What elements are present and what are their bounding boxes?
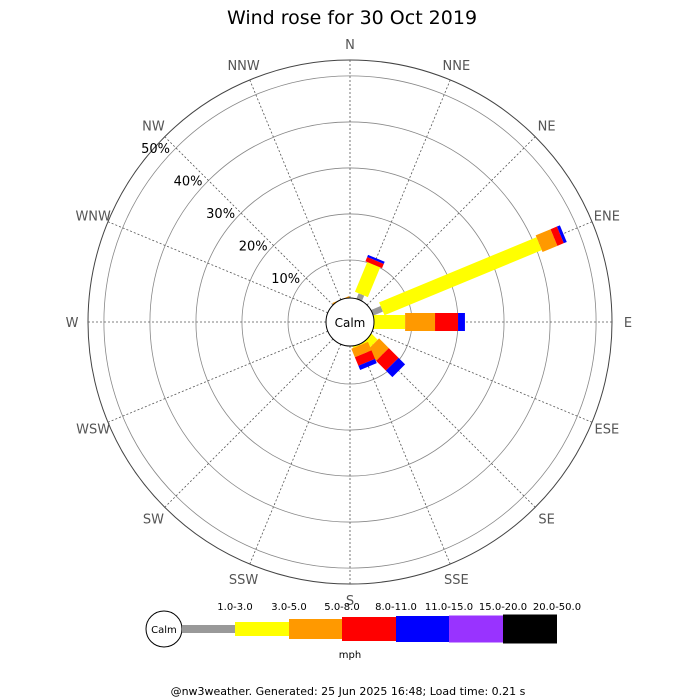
spoke-ne [349,136,536,323]
direction-label-nne: NNE [443,59,471,74]
direction-label-wnw: WNW [75,210,111,225]
bar-sse-bin-3 [354,350,376,366]
wind-bars [332,225,567,378]
ring-label-3: 30% [206,207,235,222]
legend-swatch-2 [289,619,342,639]
direction-label-s: S [346,594,354,609]
bar-sse-bin-4 [358,358,377,370]
direction-label-w: W [66,316,79,331]
legend-label-5: 15.0-20.0 [479,602,527,613]
ring-3 [195,167,505,477]
legend-label-6: 20.0-50.0 [533,602,581,613]
direction-label-se: SE [538,513,554,528]
chart-title: Wind rose for 30 Oct 2019 [227,7,477,29]
legend-label-0: 1.0-3.0 [217,602,252,613]
spoke-sw [164,321,351,508]
direction-label-sse: SSE [444,573,469,588]
direction-label-n: N [345,38,355,53]
bar-se-bin-4 [385,357,406,378]
legend-swatch-1 [235,622,289,636]
legend-swatch-6 [503,614,557,644]
legend-label-3: 8.0-11.0 [375,602,417,613]
direction-label-ssw: SSW [229,573,259,588]
direction-label-nw: NW [142,119,165,134]
bar-nne-bin-3 [365,257,384,269]
bar-se-bin-3 [376,348,399,371]
legend-calm-label: Calm [151,625,177,636]
legend-swatch-4 [396,616,449,642]
legend-label-1: 3.0-5.0 [271,602,306,613]
speed-legend: Calm 1.0-3.0 3.0-5.0 5.0-8.0 8.0-11.0 11.0-1… [145,602,581,661]
bar-nne-bin-1 [354,262,381,298]
direction-label-ne: NE [538,119,556,134]
bar-nne-bin-4 [367,254,385,264]
ring-label-1: 10% [271,272,300,287]
legend-label-2: 5.0-8.0 [324,602,359,613]
direction-label-ese: ESE [594,422,619,437]
direction-label-ene: ENE [594,210,620,225]
calm-label: Calm [335,316,366,330]
direction-label-sw: SW [143,513,164,528]
legend-swatch-5 [449,615,503,643]
ring-label-4: 40% [174,175,203,190]
bar-sse-bin-2 [351,341,372,358]
legend-swatch-3 [342,617,396,641]
ring-labels: 10% 20% 30% 40% 50% [141,142,300,287]
direction-labels: N NNE NE ENE E ESE SE SSE S SSW SW WSW W WNW NW NNW [66,38,633,609]
bar-ene-bin-1 [379,237,542,316]
legend-swatch-0 [182,625,235,633]
direction-label-e: E [624,316,632,331]
legend-label-4: 11.0-15.0 [425,602,473,613]
direction-label-wsw: WSW [76,422,110,437]
legend-unit: mph [339,650,361,661]
bar-ene-bin-2 [535,229,558,252]
spoke-nw [164,136,351,323]
direction-label-nnw: NNW [227,59,259,74]
bar-ene-bin-4 [556,225,567,244]
ring-label-2: 20% [239,240,268,255]
bar-se-bin-2 [366,338,389,361]
ring-5 [103,75,597,569]
ring-label-5: 50% [141,142,170,157]
bar-ene-bin-3 [550,226,564,246]
calm-circle [325,297,375,347]
footer-text: @nw3weather. Generated: 25 Jun 2025 16:4… [171,685,526,698]
